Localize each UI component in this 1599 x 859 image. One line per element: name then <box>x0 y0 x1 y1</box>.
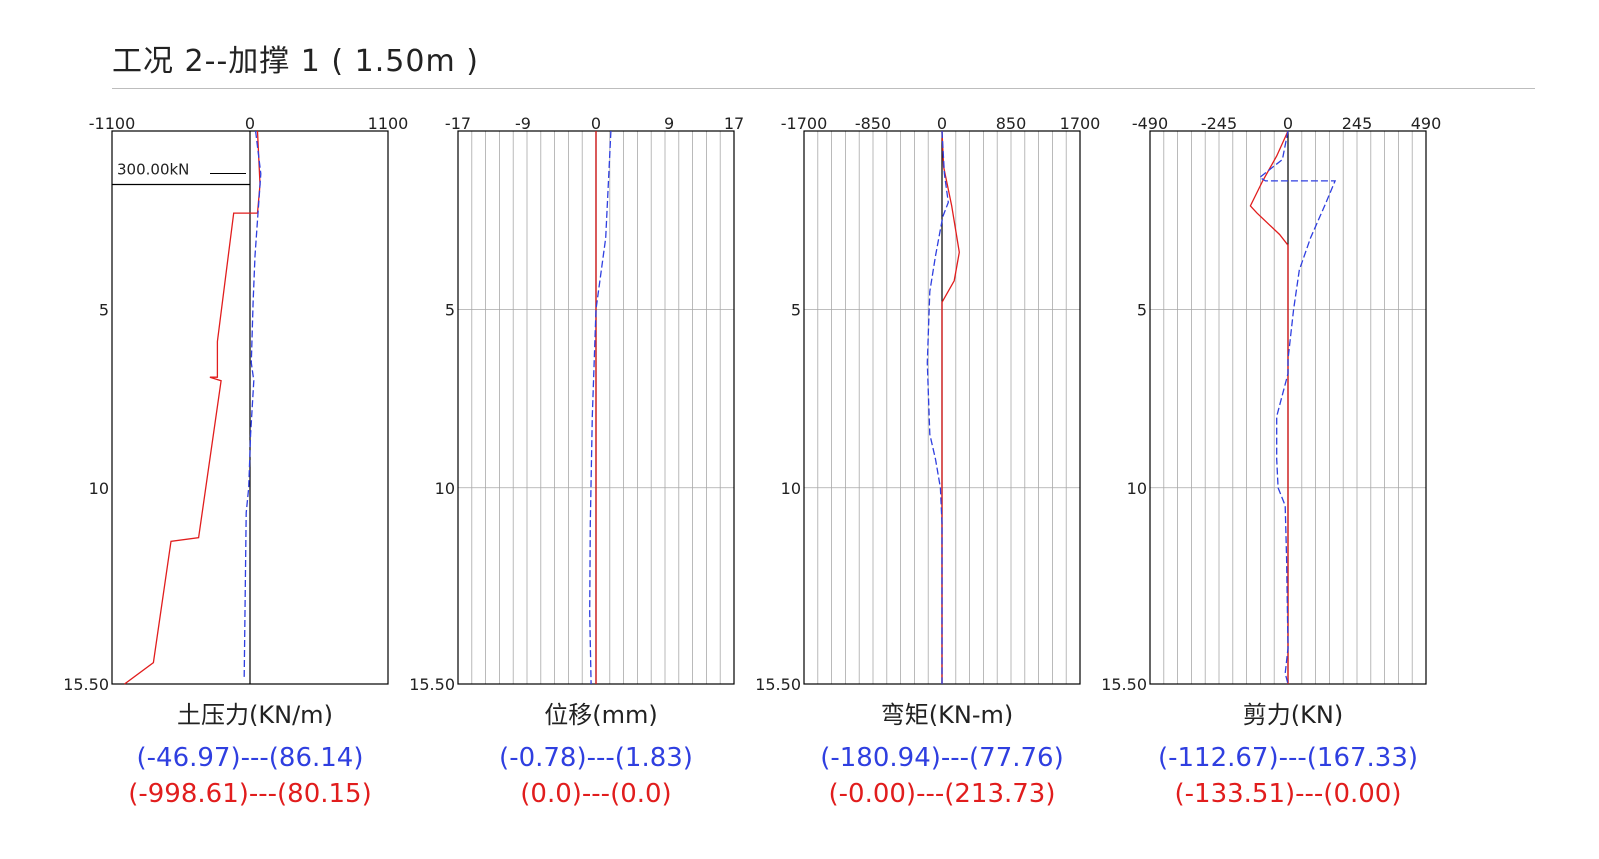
x-tick-label: 245 <box>1342 114 1373 133</box>
current-series-line <box>243 130 262 677</box>
x-tick-label: 0 <box>937 114 947 133</box>
y-tick-label: 15.50 <box>1101 675 1147 694</box>
x-tick-label: 0 <box>591 114 601 133</box>
range-red: (0.0)---(0.0) <box>520 779 672 809</box>
range-blue: (-180.94)---(77.76) <box>820 743 1064 773</box>
title-divider <box>112 88 1535 89</box>
y-tick-label: 10 <box>89 479 109 498</box>
x-tick-label: 17 <box>724 114 744 133</box>
envelope-series-line <box>941 130 960 684</box>
x-tick-label: 490 <box>1411 114 1442 133</box>
current-series-line <box>1258 130 1337 685</box>
x-tick-label: -490 <box>1132 114 1168 133</box>
y-tick-label: 10 <box>781 479 801 498</box>
range-blue: (-112.67)---(167.33) <box>1157 743 1419 773</box>
chart-subtitle: 土压力(KN/m) <box>177 701 333 729</box>
x-tick-label: -1100 <box>89 114 136 133</box>
chart-subtitle: 剪力(KN) <box>1242 701 1344 729</box>
range-blue: (-0.78)---(1.83) <box>499 743 693 773</box>
y-tick-label: 15.50 <box>63 675 109 694</box>
x-tick-label: 1100 <box>368 114 409 133</box>
support-force-label: 300.00kN <box>117 161 189 179</box>
chart-panel-3 <box>803 130 1081 685</box>
page-title: 工况 2--加撑 1 ( 1.50m ) <box>112 44 479 79</box>
chart-subtitle: 位移(mm) <box>544 701 658 729</box>
x-tick-label: 0 <box>1283 114 1293 133</box>
range-red: (-133.51)---(0.00) <box>1174 779 1402 809</box>
y-tick-label: 15.50 <box>409 675 455 694</box>
y-tick-label: 5 <box>99 300 109 319</box>
current-series-line <box>589 130 612 685</box>
x-tick-label: -245 <box>1201 114 1237 133</box>
envelope-series-line <box>1249 130 1289 684</box>
y-tick-label: 10 <box>1127 479 1147 498</box>
x-tick-label: 1700 <box>1060 114 1101 133</box>
range-red: (-998.61)---(80.15) <box>128 779 372 809</box>
y-tick-label: 5 <box>791 300 801 319</box>
x-tick-label: 850 <box>996 114 1027 133</box>
chart-panel-2 <box>457 130 735 685</box>
y-tick-label: 5 <box>445 300 455 319</box>
x-tick-label: -17 <box>445 114 471 133</box>
current-series-line <box>926 130 949 684</box>
y-tick-label: 5 <box>1137 300 1147 319</box>
y-tick-label: 15.50 <box>755 675 801 694</box>
chart-panel-1 <box>111 130 389 685</box>
chart-panel-4 <box>1149 130 1427 685</box>
x-tick-label: -9 <box>515 114 531 133</box>
x-tick-label: 9 <box>664 114 674 133</box>
x-tick-label: 0 <box>245 114 255 133</box>
x-tick-label: -1700 <box>781 114 828 133</box>
x-tick-label: -850 <box>855 114 891 133</box>
range-blue: (-46.97)---(86.14) <box>136 743 364 773</box>
range-red: (-0.00)---(213.73) <box>828 779 1056 809</box>
chart-subtitle: 弯矩(KN-m) <box>880 701 1014 729</box>
envelope-series-line <box>124 130 261 685</box>
y-tick-label: 10 <box>435 479 455 498</box>
